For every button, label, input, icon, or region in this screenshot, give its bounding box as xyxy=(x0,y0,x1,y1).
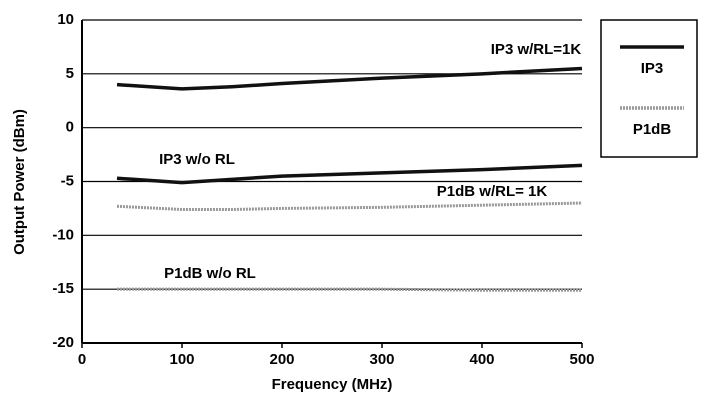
legend-label: P1dB xyxy=(633,121,672,138)
series-line xyxy=(117,287,582,292)
x-tick-label: 500 xyxy=(569,351,594,368)
x-tick-label: 300 xyxy=(369,351,394,368)
y-axis-label: Output Power (dBm) xyxy=(11,109,28,255)
series-line xyxy=(116,201,583,211)
x-tick-label: 0 xyxy=(78,351,86,368)
series-label: IP3 w/RL=1K xyxy=(491,41,582,58)
x-tick-label: 100 xyxy=(169,351,194,368)
y-tick-label: -15 xyxy=(52,280,74,297)
series-label: IP3 w/o RL xyxy=(159,151,235,168)
x-axis-label: Frequency (MHz) xyxy=(272,376,393,393)
legend-box xyxy=(600,19,698,158)
y-tick-label: 10 xyxy=(57,11,74,28)
series-line xyxy=(116,66,583,91)
series-label: P1dB w/o RL xyxy=(164,265,256,282)
legend-label: IP3 xyxy=(641,60,664,77)
series-label: P1dB w/RL= 1K xyxy=(437,183,548,200)
y-tick-label: 5 xyxy=(66,65,74,82)
x-tick-label: 400 xyxy=(469,351,494,368)
y-tick-label: 0 xyxy=(66,119,74,136)
x-tick-label: 200 xyxy=(269,351,294,368)
y-tick-label: -20 xyxy=(52,334,74,351)
y-tick-label: -10 xyxy=(52,226,74,243)
y-tick-label: -5 xyxy=(61,172,74,189)
series-line xyxy=(116,163,583,185)
